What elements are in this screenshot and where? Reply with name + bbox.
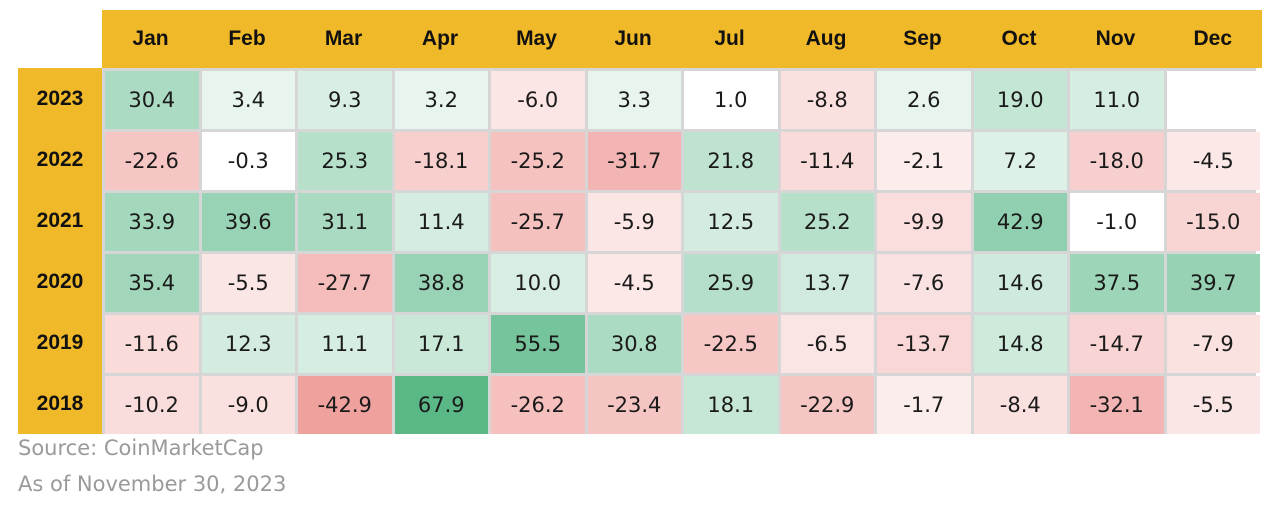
month-header-nov: Nov — [1067, 10, 1164, 68]
heatmap-cell: 19.0 — [973, 71, 1067, 129]
heatmap-cell: 11.4 — [394, 193, 488, 251]
heatmap-cell: -27.7 — [298, 254, 392, 312]
heatmap-cell: 1.0 — [684, 71, 778, 129]
year-label-2021: 2021 — [18, 190, 102, 252]
heatmap-cell: 3.3 — [587, 71, 681, 129]
heatmap-cell: 9.3 — [298, 71, 392, 129]
heatmap-cell: -9.9 — [877, 193, 971, 251]
as-of-note: As of November 30, 2023 — [18, 472, 287, 496]
heatmap-cell: -4.5 — [1166, 132, 1260, 190]
heatmap-cell: 14.8 — [973, 315, 1067, 373]
heatmap-cell: -7.9 — [1166, 315, 1260, 373]
heatmap-cell: -6.0 — [491, 71, 585, 129]
year-label-2019: 2019 — [18, 312, 102, 374]
heatmap-cell: 42.9 — [973, 193, 1067, 251]
month-header-jun: Jun — [584, 10, 682, 68]
heatmap-cell: 39.6 — [201, 193, 295, 251]
heatmap-table: Jan Feb Mar Apr May Jun Jul Aug Sep Oct Nov Dec 2023… — [18, 10, 1262, 434]
heatmap-cell: -22.6 — [105, 132, 199, 190]
month-header-jul: Jul — [681, 10, 778, 68]
heatmap-cell: 18.1 — [684, 376, 778, 434]
heatmap-cell: 25.9 — [684, 254, 778, 312]
heatmap-cell: 12.3 — [201, 315, 295, 373]
heatmap-cell: -26.2 — [491, 376, 585, 434]
heatmap-cell: 10.0 — [491, 254, 585, 312]
heatmap-cell: -5.5 — [201, 254, 295, 312]
heatmap-cell: -2.1 — [877, 132, 971, 190]
heatmap-cell: -11.6 — [105, 315, 199, 373]
month-header-may: May — [488, 10, 585, 68]
heatmap-cell: 17.1 — [394, 315, 488, 373]
month-header-sep: Sep — [874, 10, 971, 68]
heatmap-cell: -22.5 — [684, 315, 778, 373]
heatmap-cell: 11.1 — [298, 315, 392, 373]
heatmap-cell: 21.8 — [684, 132, 778, 190]
heatmap-cell: 31.1 — [298, 193, 392, 251]
heatmap-cell: 39.7 — [1166, 254, 1260, 312]
heatmap-cell: -7.6 — [877, 254, 971, 312]
heatmap-cell: 67.9 — [394, 376, 488, 434]
heatmap-cell: -1.0 — [1070, 193, 1164, 251]
heatmap-cell — [1166, 71, 1260, 129]
heatmap-cell: 37.5 — [1070, 254, 1164, 312]
heatmap-cell: -11.4 — [780, 132, 874, 190]
heatmap-cell: 25.2 — [780, 193, 874, 251]
heatmap-cell: 14.6 — [973, 254, 1067, 312]
heatmap-cell: 3.2 — [394, 71, 488, 129]
heatmap-cell: 12.5 — [684, 193, 778, 251]
heatmap-cell: -32.1 — [1070, 376, 1164, 434]
heatmap-cell: -42.9 — [298, 376, 392, 434]
corner-cell — [18, 10, 104, 68]
heatmap-cell: 33.9 — [105, 193, 199, 251]
month-header-jan: Jan — [102, 10, 199, 68]
heatmap-cell: 7.2 — [973, 132, 1067, 190]
heatmap-cell: 30.8 — [587, 315, 681, 373]
heatmap-cell: 30.4 — [105, 71, 199, 129]
year-label-2022: 2022 — [18, 129, 102, 191]
heatmap-cell: -22.9 — [780, 376, 874, 434]
heatmap-cell: -5.5 — [1166, 376, 1260, 434]
month-header-apr: Apr — [391, 10, 489, 68]
month-header-mar: Mar — [295, 10, 392, 68]
heatmap-cell: -8.4 — [973, 376, 1067, 434]
heatmap-cell: -31.7 — [587, 132, 681, 190]
heatmap-cell: -1.7 — [877, 376, 971, 434]
heatmap-cell: -14.7 — [1070, 315, 1164, 373]
source-note: Source: CoinMarketCap — [18, 436, 264, 460]
heatmap-cell: -5.9 — [587, 193, 681, 251]
month-header-feb: Feb — [198, 10, 296, 68]
heatmap-cell: -0.3 — [201, 132, 295, 190]
heatmap-cell: -9.0 — [201, 376, 295, 434]
heatmap-cell: -4.5 — [587, 254, 681, 312]
heatmap-cell: -8.8 — [780, 71, 874, 129]
heatmap-cell: -13.7 — [877, 315, 971, 373]
heatmap-cell: 35.4 — [105, 254, 199, 312]
heatmap-cell: -25.7 — [491, 193, 585, 251]
heatmap-cell: -25.2 — [491, 132, 585, 190]
heatmap-cell: -15.0 — [1166, 193, 1260, 251]
heatmap-cell: 2.6 — [877, 71, 971, 129]
month-header-aug: Aug — [777, 10, 875, 68]
month-header-oct: Oct — [970, 10, 1068, 68]
heatmap-cell: 13.7 — [780, 254, 874, 312]
heatmap-cell: 25.3 — [298, 132, 392, 190]
heatmap-cell: 55.5 — [491, 315, 585, 373]
heatmap-cell: -6.5 — [780, 315, 874, 373]
month-header-dec: Dec — [1163, 10, 1262, 68]
heatmap-cell: 11.0 — [1070, 71, 1164, 129]
heatmap-cell: 3.4 — [201, 71, 295, 129]
year-label-2020: 2020 — [18, 251, 102, 313]
year-label-2018: 2018 — [18, 373, 102, 434]
heatmap-cell: -18.1 — [394, 132, 488, 190]
heatmap-cell: -18.0 — [1070, 132, 1164, 190]
heatmap-cell: -10.2 — [105, 376, 199, 434]
heatmap-cell: -23.4 — [587, 376, 681, 434]
year-label-2023: 2023 — [18, 68, 102, 130]
heatmap-cell: 38.8 — [394, 254, 488, 312]
